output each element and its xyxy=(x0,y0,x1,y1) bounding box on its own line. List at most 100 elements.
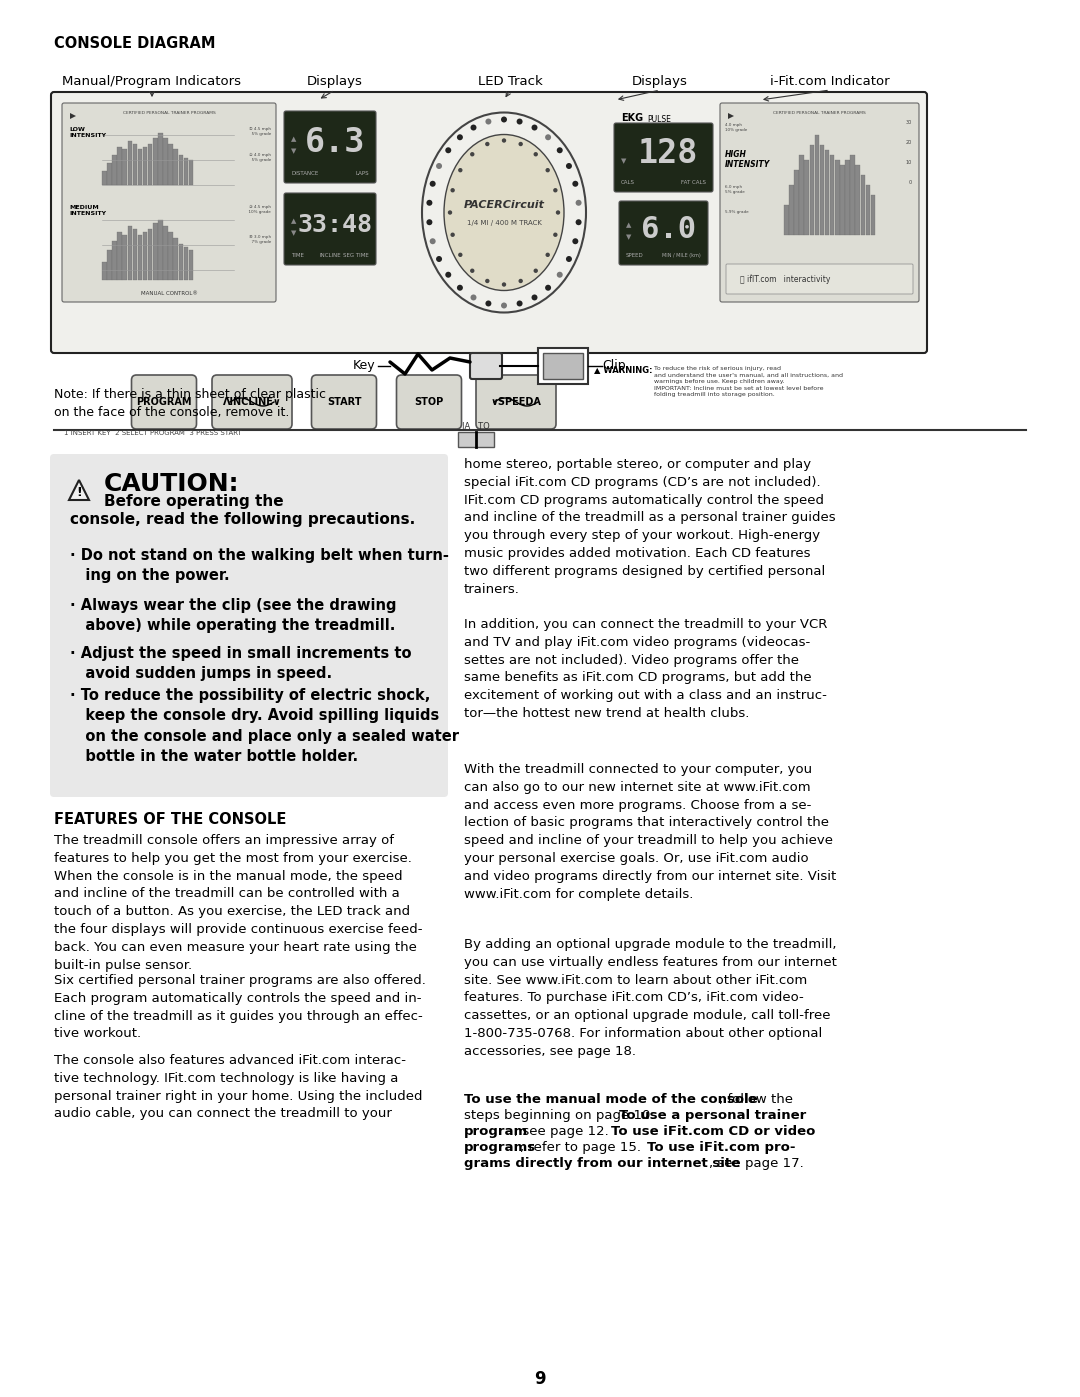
Text: The console also features advanced iFit.com interac-
tive technology. IFit.com t: The console also features advanced iFit.… xyxy=(54,1053,422,1120)
Bar xyxy=(158,219,163,279)
Bar xyxy=(189,250,193,279)
Text: EKG: EKG xyxy=(621,113,643,123)
FancyBboxPatch shape xyxy=(284,110,376,183)
Circle shape xyxy=(445,272,451,278)
Circle shape xyxy=(502,282,507,286)
Text: · To reduce the possibility of electric shock,
   keep the console dry. Avoid sp: · To reduce the possibility of electric … xyxy=(70,687,459,764)
Text: IA   TO: IA TO xyxy=(462,422,490,432)
Text: ▼: ▼ xyxy=(291,148,296,154)
Text: SEG TIME: SEG TIME xyxy=(343,253,369,258)
Text: i-Fit.com Indicator: i-Fit.com Indicator xyxy=(770,75,890,88)
Circle shape xyxy=(485,300,491,306)
Bar xyxy=(814,136,819,235)
Circle shape xyxy=(471,295,476,300)
Text: LED Track: LED Track xyxy=(477,75,542,88)
Text: 33:48: 33:48 xyxy=(297,212,373,237)
Text: Clip: Clip xyxy=(602,359,625,373)
Circle shape xyxy=(430,180,435,187)
Bar xyxy=(148,144,152,184)
Text: 20: 20 xyxy=(906,141,912,145)
Text: Manual/Program Indicators: Manual/Program Indicators xyxy=(63,75,242,88)
Circle shape xyxy=(450,232,455,237)
Bar xyxy=(829,155,835,235)
Circle shape xyxy=(436,163,442,169)
Circle shape xyxy=(485,279,489,284)
Text: SPEED: SPEED xyxy=(626,253,644,258)
Text: In addition, you can connect the treadmill to your VCR
and TV and play iFit.com : In addition, you can connect the treadmi… xyxy=(464,617,827,719)
Bar xyxy=(855,165,860,235)
Text: , see page 12.: , see page 12. xyxy=(514,1125,613,1139)
Circle shape xyxy=(458,253,462,257)
Text: DISTANCE: DISTANCE xyxy=(291,170,319,176)
FancyBboxPatch shape xyxy=(51,92,927,353)
Text: , see page 17.: , see page 17. xyxy=(708,1157,804,1171)
Text: · Do not stand on the walking belt when turn-
   ing on the power.: · Do not stand on the walking belt when … xyxy=(70,548,449,584)
Bar xyxy=(184,247,188,279)
Circle shape xyxy=(545,285,551,291)
Bar xyxy=(112,155,117,184)
Text: · Adjust the speed in small increments to
   avoid sudden jumps in speed.: · Adjust the speed in small increments t… xyxy=(70,645,411,682)
Bar xyxy=(163,226,167,279)
Text: PULSE: PULSE xyxy=(647,115,671,124)
Text: FEATURES OF THE CONSOLE: FEATURES OF THE CONSOLE xyxy=(54,812,286,827)
Circle shape xyxy=(518,142,523,147)
Bar xyxy=(138,235,143,279)
Bar xyxy=(805,161,809,235)
Bar xyxy=(107,163,111,184)
Circle shape xyxy=(545,253,550,257)
Text: 4.0 mph
10% grade: 4.0 mph 10% grade xyxy=(725,123,747,131)
Circle shape xyxy=(471,124,476,130)
Circle shape xyxy=(427,219,432,225)
Circle shape xyxy=(531,124,538,130)
Text: ▲: ▲ xyxy=(291,136,296,142)
Bar xyxy=(118,232,122,279)
Circle shape xyxy=(572,180,578,187)
Text: ∨SPEEDΛ: ∨SPEEDΛ xyxy=(490,397,541,407)
Text: Displays: Displays xyxy=(632,75,688,88)
Text: ▼: ▼ xyxy=(621,158,626,165)
Bar xyxy=(153,224,158,279)
Text: MEDIUM
INTENSITY: MEDIUM INTENSITY xyxy=(69,205,106,215)
Bar xyxy=(458,432,494,447)
Text: To use a personal trainer: To use a personal trainer xyxy=(619,1109,807,1122)
Text: PACERCircuit: PACERCircuit xyxy=(463,200,544,210)
Bar xyxy=(122,149,127,184)
Text: CAUTION:: CAUTION: xyxy=(104,472,240,496)
Text: ▲ WARNING:: ▲ WARNING: xyxy=(594,365,652,374)
Bar xyxy=(127,141,132,184)
Text: To use iFit.com CD or video: To use iFit.com CD or video xyxy=(611,1125,815,1139)
Text: STOP: STOP xyxy=(415,397,444,407)
Bar xyxy=(138,149,143,184)
Circle shape xyxy=(566,163,572,169)
Bar xyxy=(543,353,583,379)
Circle shape xyxy=(545,168,550,172)
Text: Before operating the: Before operating the xyxy=(104,495,284,509)
Circle shape xyxy=(545,134,551,140)
Circle shape xyxy=(436,256,442,263)
Bar xyxy=(865,184,870,235)
Text: 9: 9 xyxy=(535,1370,545,1389)
Text: , follow the: , follow the xyxy=(719,1092,793,1106)
Text: 128: 128 xyxy=(638,137,699,170)
Circle shape xyxy=(516,300,523,306)
FancyBboxPatch shape xyxy=(311,374,377,429)
Bar xyxy=(840,165,845,235)
Circle shape xyxy=(501,116,507,123)
Circle shape xyxy=(556,211,561,215)
Text: To reduce the risk of serious injury, read
and understand the user's manual, and: To reduce the risk of serious injury, re… xyxy=(654,366,843,397)
Text: TIME: TIME xyxy=(291,253,303,258)
Text: CERTIFIED PERSONAL TRAINER PROGRAMS: CERTIFIED PERSONAL TRAINER PROGRAMS xyxy=(123,110,215,115)
Text: , refer to page 15.: , refer to page 15. xyxy=(519,1141,645,1154)
Circle shape xyxy=(470,152,474,156)
Text: Displays: Displays xyxy=(307,75,363,88)
Circle shape xyxy=(534,152,538,156)
Circle shape xyxy=(485,142,489,147)
Text: LAPS: LAPS xyxy=(355,170,369,176)
FancyBboxPatch shape xyxy=(132,374,197,429)
Circle shape xyxy=(457,134,463,140)
Text: grams directly from our internet site: grams directly from our internet site xyxy=(464,1157,740,1171)
Text: MIN / MILE (km): MIN / MILE (km) xyxy=(662,253,701,258)
Text: ΛINCLINE∨: ΛINCLINE∨ xyxy=(222,397,282,407)
Bar xyxy=(153,138,158,184)
Bar xyxy=(861,175,865,235)
